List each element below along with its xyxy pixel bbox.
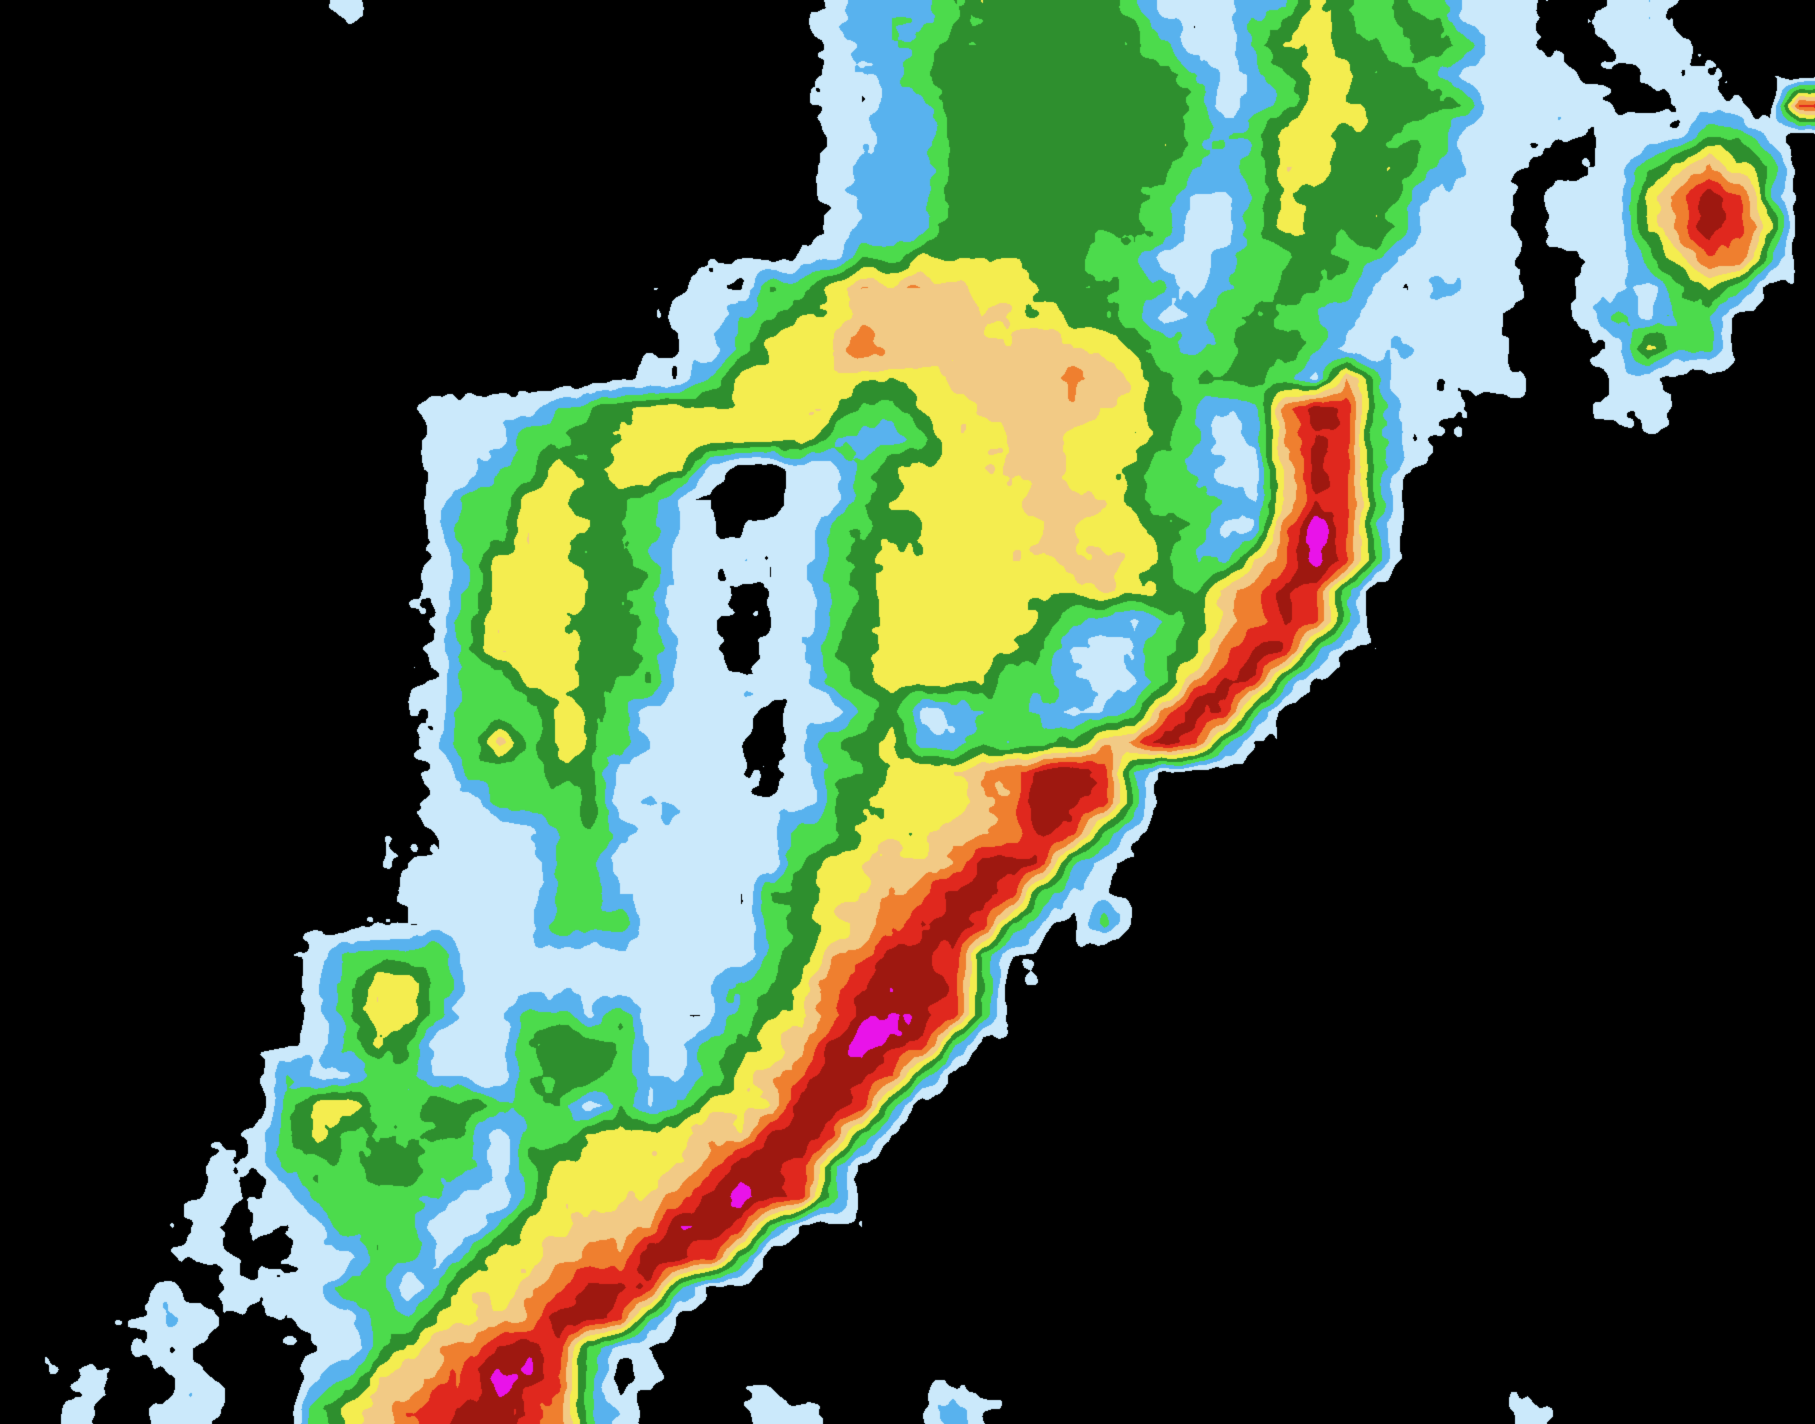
map-viewport [0, 0, 1815, 1424]
precipitation-heatmap-canvas [0, 0, 1815, 1424]
